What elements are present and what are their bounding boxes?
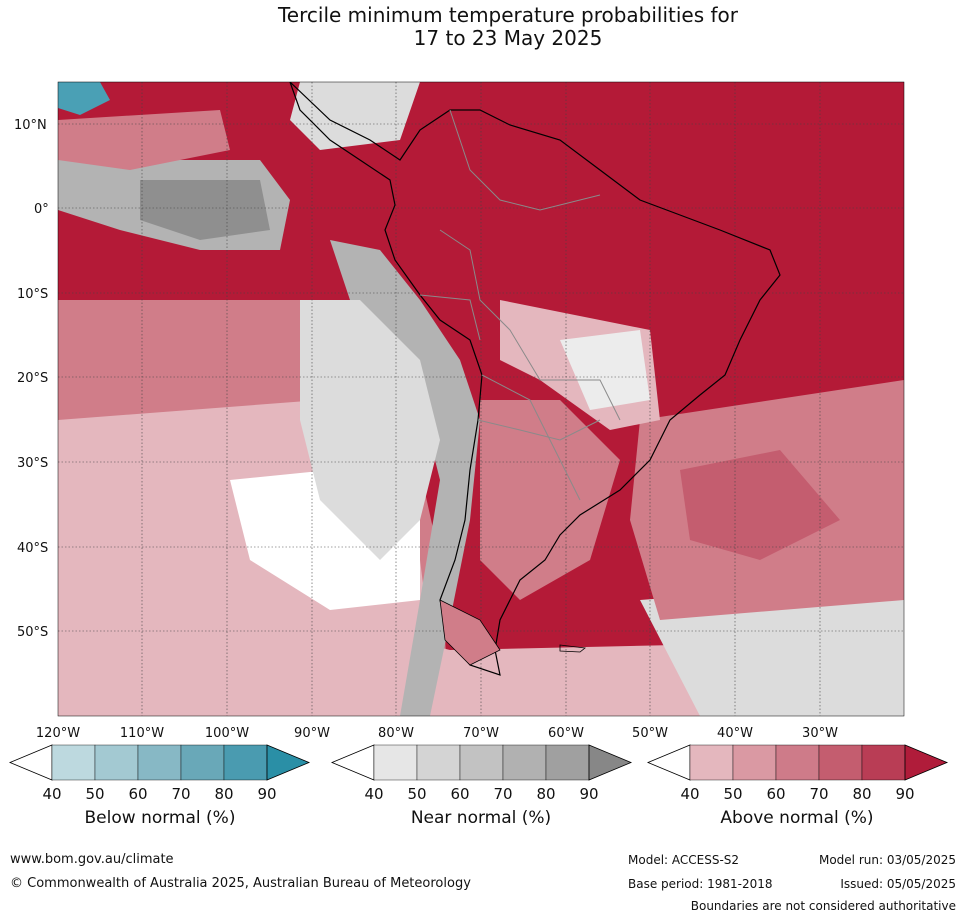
above-70-region-atlantic [680, 450, 840, 560]
colorbar-tick-label: 50 [723, 785, 742, 803]
colorbar-tick-label: 60 [766, 785, 785, 803]
colorbar-extend-high [266, 744, 311, 781]
colorbar-tick-label: 40 [680, 785, 699, 803]
title-line-1: Tercile minimum temperature probabilitie… [277, 3, 739, 27]
map-frame [57, 81, 905, 717]
issued-text: Issued: 05/05/2025 [840, 877, 956, 891]
country-borders [419, 109, 621, 501]
colorbar-tick-label: 60 [450, 785, 469, 803]
lon-label: 70°W [463, 726, 499, 741]
lat-label: 20°S [17, 371, 48, 386]
lon-label: 30°W [802, 726, 838, 741]
colorbar-extend-low [330, 744, 375, 781]
colorbar-segment [732, 744, 777, 781]
near-normal-region-interior [560, 330, 650, 410]
colorbar-tick-label: 40 [364, 785, 383, 803]
colorbar-near: 40 50 60 70 80 90 [330, 744, 633, 803]
gridlines [58, 82, 904, 716]
colorbar-tick-label: 70 [171, 785, 190, 803]
below-normal-region [58, 82, 110, 115]
near-normal-light-region [300, 300, 440, 560]
colorbar-extend-high [588, 744, 633, 781]
copyright-text: © Commonwealth of Australia 2025, Austra… [10, 876, 471, 891]
colorbar-segment [545, 744, 590, 781]
disclaimer-text: Boundaries are not considered authoritat… [690, 899, 956, 913]
base-period-text: Base period: 1981-2018 [628, 877, 773, 891]
longitude-labels: 120°W 110°W 100°W 90°W 80°W 70°W 60°W 50… [36, 726, 838, 741]
lat-label: 30°S [17, 456, 48, 471]
map-title: Tercile minimum temperature probabilitie… [0, 4, 965, 50]
colorbar-above: 40 50 60 70 80 90 [646, 744, 949, 803]
lat-label: 40°S [17, 541, 48, 556]
near-normal-region-coast [330, 240, 480, 716]
colorbar-segment [373, 744, 418, 781]
colorbar-tick-label: 40 [42, 785, 61, 803]
colorbar-extend-low [8, 744, 53, 781]
model-run-text: Model run: 03/05/2025 [818, 853, 956, 867]
colorbars: 40 50 60 70 80 90 40 50 60 70 80 90 40 50 60 70 80 90 [8, 744, 949, 803]
website-link[interactable]: www.bom.gov.au/climate [10, 852, 174, 867]
colorbar-segment [51, 744, 96, 781]
colorbar-tick-label: 90 [257, 785, 276, 803]
lat-label: 10°S [17, 287, 48, 302]
lat-label: 50°S [17, 625, 48, 640]
colorbar-segment [94, 744, 139, 781]
patagonia-islands [439, 599, 501, 666]
colorbar-segment [861, 744, 906, 781]
colorbar-tick-label: 60 [128, 785, 147, 803]
lon-label: 80°W [378, 726, 414, 741]
colorbar-segment [502, 744, 547, 781]
title-line-2: 17 to 23 May 2025 [413, 26, 603, 50]
lon-label: 120°W [36, 726, 80, 741]
lon-label: 100°W [205, 726, 249, 741]
above-60-region-north [58, 110, 230, 170]
colorbar-tick-label: 70 [809, 785, 828, 803]
colorbar-tick-label: 80 [536, 785, 555, 803]
model-text: Model: ACCESS-S2 [628, 853, 740, 867]
colorbar-label-above: Above normal (%) [720, 808, 874, 828]
colorbar-tick-label: 80 [852, 785, 871, 803]
colorbar-label-near: Near normal (%) [410, 808, 552, 828]
colorbar-below: 40 50 60 70 80 90 [8, 744, 311, 803]
colorbar-tick-label: 90 [895, 785, 914, 803]
colorbar-segment [459, 744, 504, 781]
colorbar-segment [818, 744, 863, 781]
lat-label: 10°N [14, 118, 47, 133]
colorbar-tick-label: 80 [214, 785, 233, 803]
latitude-labels: 10°N 0° 10°S 20°S 30°S 40°S 50°S [14, 118, 49, 640]
lon-label: 40°W [717, 726, 753, 741]
colorbar-extend-low [646, 744, 691, 781]
lon-label: 50°W [632, 726, 668, 741]
above-60-region-argentina [480, 400, 620, 600]
falkland-islands [559, 644, 586, 653]
lon-label: 60°W [548, 726, 584, 741]
colorbar-segment [223, 744, 268, 781]
lon-label: 90°W [294, 726, 330, 741]
colorbar-segment [137, 744, 182, 781]
near-normal-dark-region [140, 180, 270, 240]
colorbar-tick-label: 50 [85, 785, 104, 803]
lat-label: 0° [34, 202, 49, 217]
colorbar-segment [689, 744, 734, 781]
colorbar-label-below: Below normal (%) [84, 808, 236, 828]
colorbar-extend-high [904, 744, 949, 781]
lon-label: 110°W [120, 726, 164, 741]
colorbar-tick-label: 70 [493, 785, 512, 803]
colorbar-tick-label: 50 [407, 785, 426, 803]
colorbar-segment [180, 744, 225, 781]
colorbar-tick-label: 90 [579, 785, 598, 803]
colorbar-segment [416, 744, 461, 781]
colorbar-segment [775, 744, 820, 781]
